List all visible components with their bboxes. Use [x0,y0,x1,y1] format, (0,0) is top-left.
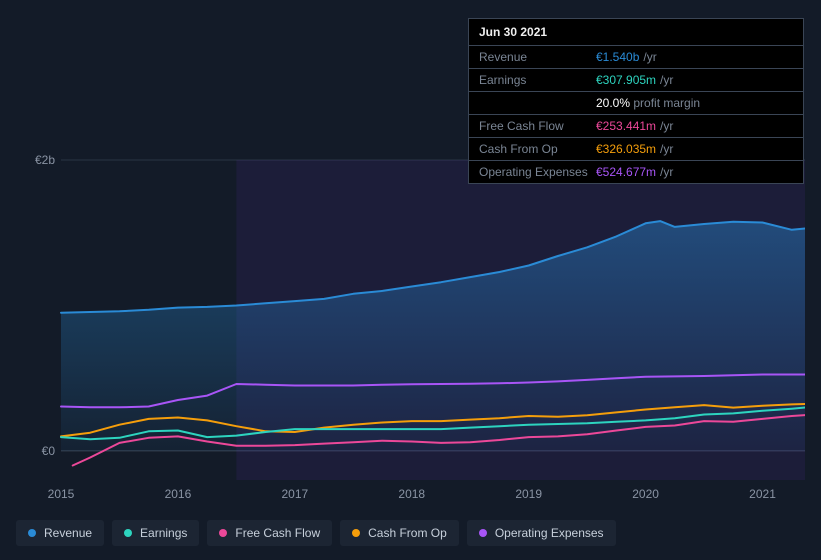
tooltip-row-label: Operating Expenses [479,165,596,179]
tooltip-row: Free Cash Flow€253.441m/yr [469,115,803,138]
y-axis-label: €0 [42,444,56,458]
legend-label: Revenue [44,526,92,540]
chart-tooltip: Jun 30 2021 Revenue€1.540b/yrEarnings€30… [468,18,804,184]
legend-label: Cash From Op [368,526,447,540]
tooltip-row-unit: /yr [660,142,673,156]
tooltip-row: Revenue€1.540b/yr [469,46,803,69]
tooltip-subrow: 20.0% profit margin [469,92,803,115]
legend-dot-icon [219,529,227,537]
tooltip-row-value: €253.441m [596,119,656,133]
legend-label: Free Cash Flow [235,526,320,540]
legend-label: Earnings [140,526,187,540]
legend-item[interactable]: Cash From Op [340,520,459,546]
tooltip-row-value: €524.677m [596,165,656,179]
tooltip-row: Earnings€307.905m/yr [469,69,803,92]
tooltip-row: Cash From Op€326.035m/yr [469,138,803,161]
tooltip-row-unit: /yr [643,50,656,64]
x-axis-label: 2021 [749,487,776,501]
tooltip-row-unit: /yr [660,73,673,87]
x-axis-label: 2015 [48,487,75,501]
legend-dot-icon [352,529,360,537]
y-axis-label: €2b [35,153,55,167]
chart-legend: Revenue Earnings Free Cash Flow Cash From O… [16,520,616,546]
tooltip-row-label: Earnings [479,73,596,87]
tooltip-row-value: €326.035m [596,142,656,156]
x-axis-label: 2020 [632,487,659,501]
tooltip-row-unit: /yr [660,165,673,179]
x-axis-label: 2017 [281,487,308,501]
tooltip-date: Jun 30 2021 [469,19,803,46]
x-axis-label: 2018 [398,487,425,501]
legend-dot-icon [479,529,487,537]
legend-label: Operating Expenses [495,526,604,540]
x-axis-label: 2016 [165,487,192,501]
legend-dot-icon [28,529,36,537]
tooltip-row-unit: /yr [660,119,673,133]
tooltip-row-label: Free Cash Flow [479,119,596,133]
legend-item[interactable]: Earnings [112,520,199,546]
tooltip-row: Operating Expenses€524.677m/yr [469,161,803,183]
legend-item[interactable]: Operating Expenses [467,520,616,546]
tooltip-profit-margin-pct: 20.0% [596,96,630,110]
legend-item[interactable]: Revenue [16,520,104,546]
tooltip-row-label: Revenue [479,50,596,64]
tooltip-row-value: €1.540b [596,50,639,64]
legend-dot-icon [124,529,132,537]
legend-item[interactable]: Free Cash Flow [207,520,332,546]
x-axis-label: 2019 [515,487,542,501]
tooltip-row-value: €307.905m [596,73,656,87]
tooltip-row-label: Cash From Op [479,142,596,156]
